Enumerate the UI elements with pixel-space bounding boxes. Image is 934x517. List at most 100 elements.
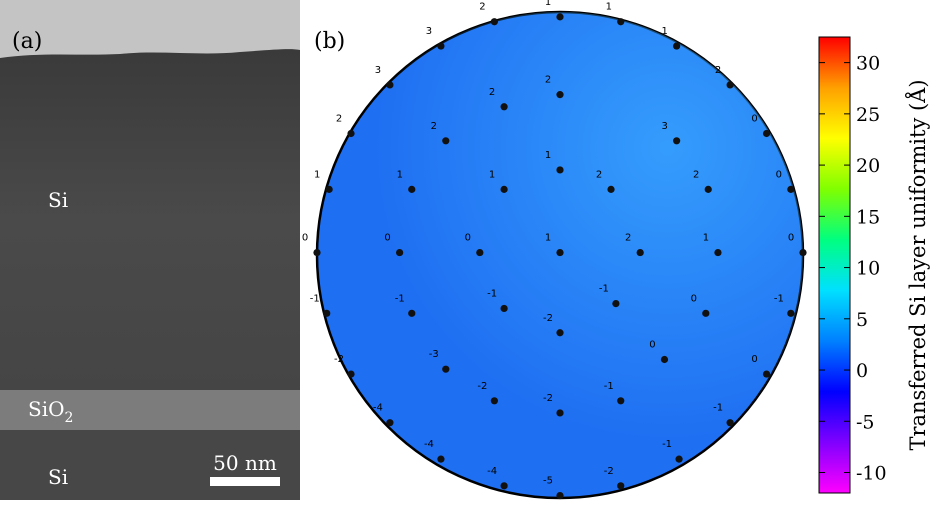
point-value: 0 [776, 169, 782, 180]
point-value: -3 [429, 349, 439, 360]
point-value: -1 [713, 403, 723, 414]
measurement-point [442, 365, 450, 373]
measurement-point [617, 397, 625, 405]
point-value: 2 [479, 2, 485, 13]
measurement-point [556, 91, 564, 99]
measurement-point [386, 81, 394, 89]
point-value: 1 [703, 233, 709, 244]
measurement-point [323, 309, 331, 317]
tick-label: -5 [856, 411, 875, 433]
measurement-point [726, 81, 734, 89]
tick-label: 5 [856, 309, 868, 331]
point-value: -1 [662, 439, 672, 450]
measurement-point [437, 42, 445, 50]
layer-subscript: 2 [65, 410, 74, 426]
tick-label: 0 [856, 360, 868, 382]
measurement-point [347, 129, 355, 138]
point-value: 1 [489, 169, 495, 180]
measurement-point [500, 185, 508, 193]
point-value: 2 [693, 169, 699, 180]
measurement-point [787, 185, 795, 193]
point-value: -1 [599, 284, 609, 295]
point-value: 0 [302, 233, 308, 244]
measurement-point [437, 455, 445, 463]
point-value: 3 [426, 26, 432, 37]
point-value: -2 [543, 393, 553, 404]
point-value: 2 [336, 114, 342, 125]
point-value: 2 [625, 233, 631, 244]
layer-label: Si [48, 465, 68, 489]
point-value: 2 [545, 75, 551, 86]
tick-label: 15 [856, 206, 880, 228]
measurement-point [673, 42, 681, 50]
point-value: 3 [661, 121, 667, 132]
layer-label: Si [48, 188, 68, 212]
measurement-point [762, 129, 771, 138]
measurement-point [556, 409, 564, 417]
sio2-layer [0, 390, 300, 430]
tick-label: 25 [856, 104, 880, 126]
measurement-point [500, 103, 508, 111]
point-value: 0 [751, 114, 757, 125]
measurement-point [702, 309, 710, 317]
measurement-point [490, 397, 498, 405]
measurement-point [408, 185, 416, 193]
measurement-point [726, 419, 734, 427]
measurement-point [556, 166, 564, 174]
measurement-point [673, 137, 681, 145]
point-value: -2 [543, 313, 553, 324]
measurement-point [325, 185, 333, 193]
point-value: 1 [606, 2, 612, 13]
point-value: -1 [487, 288, 497, 299]
point-value: -4 [424, 439, 434, 450]
point-value: -2 [604, 466, 614, 477]
point-value: 2 [431, 121, 437, 132]
point-value: -1 [310, 293, 320, 304]
measurement-point [714, 248, 722, 257]
point-value: 1 [545, 150, 551, 161]
point-value: -4 [373, 403, 383, 414]
measurement-point [660, 355, 669, 364]
point-value: -1 [774, 293, 784, 304]
measurement-point [617, 18, 625, 26]
point-value: -1 [604, 381, 614, 392]
point-value: 0 [788, 233, 794, 244]
point-value: 0 [751, 354, 757, 365]
point-value: 1 [545, 233, 551, 244]
point-value: 0 [465, 233, 471, 244]
measurement-point [556, 13, 564, 21]
point-value: -1 [395, 293, 405, 304]
measurement-point [347, 370, 355, 378]
scale-bar [210, 477, 280, 486]
point-value: -2 [334, 354, 344, 365]
measurement-point [500, 482, 508, 490]
measurement-point [442, 137, 450, 145]
tick-label: -10 [856, 463, 887, 485]
point-value: 2 [715, 65, 721, 76]
measurement-point [617, 482, 625, 490]
tick-label: 10 [856, 258, 880, 280]
measurement-point [556, 329, 564, 337]
point-value: 2 [596, 169, 602, 180]
measurement-point [313, 248, 321, 257]
point-value: -4 [487, 466, 497, 477]
measurement-point [556, 491, 564, 500]
point-value: -2 [477, 381, 487, 392]
tick-label: 30 [856, 53, 880, 75]
point-value: 1 [661, 26, 667, 37]
measurement-point [704, 185, 712, 193]
si-substrate [0, 430, 300, 500]
wafer-map: 1 2 1 3 1 3 2 2 2 2 2 1 3 0 1 1 1 2 2 0 0 0 0 1 2 1 0 -1 -1 -1 -2 -1 0 -1… [302, 0, 807, 500]
panel-a: (a) Si SiO2 Si 50 nm [0, 0, 300, 500]
point-value: 1 [545, 0, 551, 8]
measurement-point [556, 248, 564, 257]
point-value: 2 [489, 87, 495, 98]
point-value: 0 [649, 339, 655, 350]
point-value: 1 [397, 169, 403, 180]
colorbar-scale [818, 36, 851, 494]
measurement-point [490, 18, 498, 26]
si-layer [0, 49, 300, 391]
point-value: 0 [691, 293, 697, 304]
scale-bar-label: 50 nm [213, 451, 277, 475]
